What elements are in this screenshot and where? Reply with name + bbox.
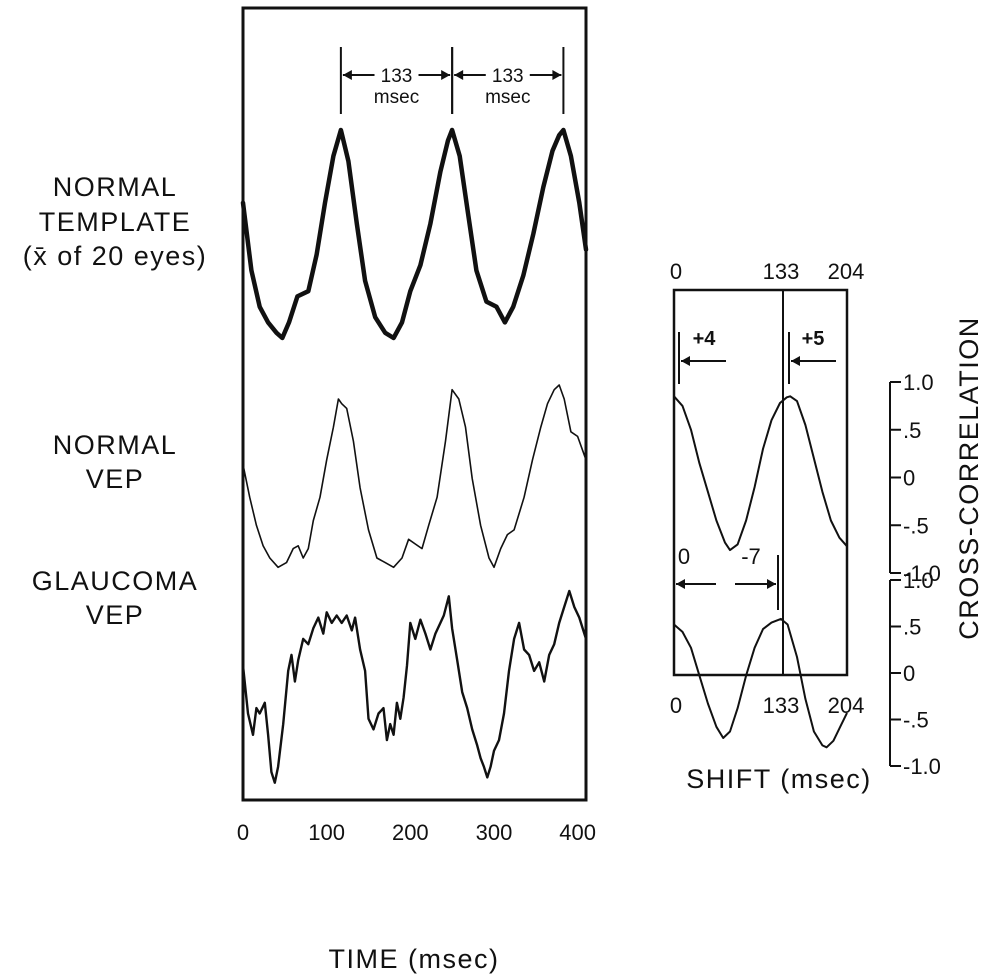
correlation-annotations: +4 +5 0 -7 bbox=[676, 328, 836, 610]
time-series-group bbox=[240, 127, 589, 784]
correlation-bottom-x-tick-133: 133 bbox=[763, 693, 800, 718]
time-series-line-2 bbox=[242, 384, 587, 569]
time-x-tick-300: 300 bbox=[476, 820, 513, 845]
shift-plus4-label: +4 bbox=[693, 328, 717, 350]
shift-zero-label: 0 bbox=[678, 544, 690, 569]
interval-unit-1: msec bbox=[374, 87, 419, 108]
shift-minus7-label: -7 bbox=[741, 544, 761, 569]
shift-plus4-arrow-head bbox=[681, 356, 690, 366]
correlation-curve-2 bbox=[673, 617, 848, 749]
correlation-y-tick-2-2: 0 bbox=[903, 661, 915, 686]
correlation-y-tick-1-1: .5 bbox=[903, 418, 921, 443]
shift-plus5-arrow-head bbox=[791, 356, 800, 366]
time-x-tick-400: 400 bbox=[559, 820, 596, 845]
row-label-template-line1: NORMAL bbox=[53, 172, 178, 202]
correlation-top-x-tick-204: 204 bbox=[828, 259, 865, 284]
time-series-line-3 bbox=[241, 589, 588, 784]
correlation-y-tick-1-0: 1.0 bbox=[903, 370, 934, 395]
correlation-y-axis-label: CROSS-CORRELATION bbox=[954, 316, 984, 640]
correlation-series-group bbox=[673, 395, 848, 749]
shift-plus5-label: +5 bbox=[802, 328, 825, 350]
correlation-y-tick-1-3: -.5 bbox=[903, 513, 929, 538]
interval-value-1: 133 bbox=[381, 66, 413, 87]
correlation-y-tick-2-3: -.5 bbox=[903, 708, 929, 733]
row-label-template-line3: (x̄ of 20 eyes) bbox=[23, 241, 208, 271]
shift-minus7-arrow-head bbox=[767, 579, 776, 589]
time-x-ticks: 0 100 200 300 400 bbox=[237, 820, 596, 845]
time-x-axis-label: TIME (msec) bbox=[329, 944, 500, 974]
time-x-tick-100: 100 bbox=[308, 820, 345, 845]
interval-unit-2: msec bbox=[485, 87, 530, 108]
correlation-y-tick-1-4: -1.0 bbox=[903, 561, 941, 586]
correlation-curve-1 bbox=[673, 395, 848, 552]
row-label-template-line2: TEMPLATE bbox=[39, 207, 192, 237]
correlation-x-axis-label: SHIFT (msec) bbox=[686, 764, 872, 794]
correlation-y-tick-2-0: 1.0 bbox=[903, 568, 934, 593]
correlation-top-x-tick-0: 0 bbox=[670, 259, 682, 284]
time-plot-frame bbox=[241, 6, 588, 802]
correlation-top-x-tick-133: 133 bbox=[763, 259, 800, 284]
correlation-x-ticks: 0 0 133 133 204 204 bbox=[670, 259, 864, 718]
correlation-y-axes: 1.0.50-.5-1.01.0.50-.5-1.0 bbox=[889, 370, 941, 779]
row-label-glaucoma-line1: GLAUCOMA bbox=[32, 566, 199, 596]
correlation-y-tick-2-4: -1.0 bbox=[903, 754, 941, 779]
correlation-plot-frame bbox=[672, 288, 849, 677]
correlation-bottom-x-tick-0: 0 bbox=[670, 693, 682, 718]
correlation-bottom-x-tick-204: 204 bbox=[828, 693, 865, 718]
interval-arrowhead-right-2 bbox=[552, 70, 562, 80]
row-label-glaucoma-line2: VEP bbox=[86, 600, 145, 630]
correlation-y-tick-2-1: .5 bbox=[903, 615, 921, 640]
interval-arrowhead-left-1 bbox=[342, 70, 352, 80]
shift-zero-arrow-head bbox=[676, 579, 685, 589]
correlation-y-tick-1-2: 0 bbox=[903, 466, 915, 491]
interval-arrowhead-left-2 bbox=[454, 70, 464, 80]
interval-value-2: 133 bbox=[492, 66, 524, 87]
row-labels: NORMAL TEMPLATE (x̄ of 20 eyes) NORMAL V… bbox=[23, 172, 208, 630]
time-x-tick-0: 0 bbox=[237, 820, 249, 845]
time-x-tick-200: 200 bbox=[392, 820, 429, 845]
row-label-normal-line1: NORMAL bbox=[53, 430, 178, 460]
time-series-line-1 bbox=[240, 127, 589, 341]
row-label-normal-line2: VEP bbox=[86, 464, 145, 494]
interval-arrowhead-right-1 bbox=[441, 70, 451, 80]
